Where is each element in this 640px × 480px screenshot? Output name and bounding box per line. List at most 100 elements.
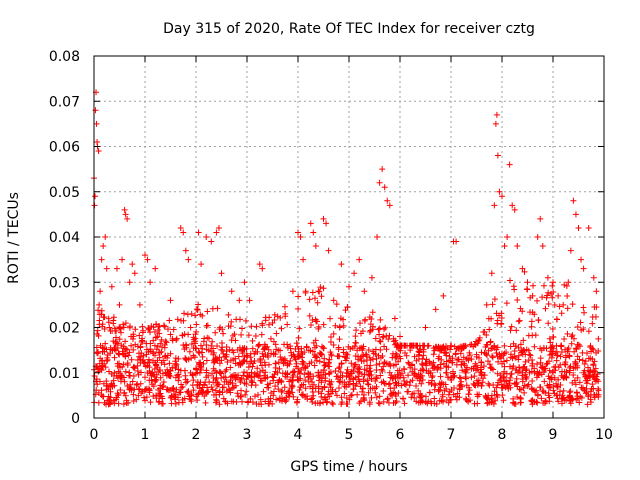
data-point-1427 — [332, 388, 339, 395]
data-point-2032 — [481, 328, 488, 335]
data-point-118 — [293, 340, 300, 347]
data-point-1712 — [300, 381, 307, 388]
data-point-1999 — [408, 394, 415, 401]
data-point-2192 — [122, 350, 129, 357]
data-point-79 — [157, 374, 164, 381]
data-point-522 — [419, 366, 426, 373]
data-point-1869 — [113, 372, 120, 379]
data-point-336 — [564, 330, 571, 337]
x-tick-label-3: 3 — [243, 427, 252, 443]
data-point-1697 — [243, 388, 250, 395]
data-point-1094 — [493, 310, 500, 317]
data-point-1161 — [571, 348, 578, 355]
data-point-1945 — [521, 347, 528, 354]
data-point-140 — [550, 333, 557, 340]
data-point-1922 — [265, 396, 272, 403]
data-point-2016 — [405, 372, 412, 379]
data-point-1704 — [119, 374, 126, 381]
data-point-2205 — [93, 120, 100, 127]
data-point-2331 — [223, 378, 230, 385]
data-point-1957 — [523, 366, 530, 373]
data-point-789 — [194, 397, 201, 404]
data-point-736 — [349, 345, 356, 352]
data-point-1741 — [574, 393, 581, 400]
data-point-1596 — [484, 400, 491, 407]
data-point-1355 — [365, 347, 372, 354]
data-point-401 — [579, 357, 586, 364]
data-point-1308 — [316, 400, 323, 407]
data-point-2049 — [581, 387, 588, 394]
data-point-1108 — [438, 356, 445, 363]
data-point-1678 — [211, 356, 218, 363]
data-point-1942 — [519, 308, 526, 315]
data-point-1684 — [309, 398, 316, 405]
data-point-1060 — [356, 363, 363, 370]
data-point-2308 — [560, 301, 567, 308]
data-point-1191 — [489, 301, 496, 308]
data-point-1203 — [528, 318, 535, 325]
data-point-1558 — [516, 317, 523, 324]
data-point-2129 — [585, 393, 592, 400]
data-point-239 — [503, 300, 510, 307]
data-point-2018 — [107, 344, 114, 351]
data-point-1663 — [278, 379, 285, 386]
data-point-1897 — [554, 395, 561, 402]
data-point-398 — [319, 343, 326, 350]
data-point-2276 — [397, 333, 403, 340]
data-point-1913 — [348, 391, 355, 398]
data-point-937 — [462, 375, 469, 382]
data-point-1932 — [117, 325, 124, 332]
data-point-266 — [534, 297, 541, 304]
data-point-726 — [100, 393, 107, 400]
data-point-2059 — [296, 353, 303, 360]
data-point-733 — [511, 347, 518, 354]
data-point-2299 — [519, 265, 526, 272]
data-point-633 — [535, 317, 542, 324]
data-point-476 — [359, 388, 366, 395]
data-point-2294 — [504, 234, 511, 240]
data-point-2013 — [569, 332, 576, 339]
data-point-1828 — [405, 359, 412, 366]
data-point-1559 — [287, 390, 294, 397]
data-point-1470 — [553, 352, 560, 359]
data-point-1769 — [220, 395, 227, 402]
data-point-2313 — [575, 224, 582, 231]
data-point-803 — [431, 386, 438, 393]
data-point-1827 — [579, 384, 586, 391]
data-point-403 — [514, 296, 521, 303]
data-point-1234 — [497, 375, 504, 382]
data-point-1865 — [480, 363, 487, 370]
data-point-1173 — [564, 305, 571, 312]
data-point-1490 — [248, 323, 255, 330]
data-point-2307 — [555, 292, 562, 299]
data-point-2103 — [507, 374, 514, 381]
data-point-808 — [372, 335, 379, 342]
data-point-674 — [384, 395, 391, 402]
data-point-2186 — [423, 367, 430, 374]
data-point-554 — [320, 344, 327, 351]
data-point-1863 — [147, 399, 154, 406]
data-point-1035 — [251, 358, 258, 365]
data-point-206 — [589, 320, 596, 327]
data-point-1753 — [184, 311, 191, 318]
y-tick-label-2: 0.02 — [49, 321, 80, 337]
data-point-1479 — [545, 300, 552, 307]
data-point-1903 — [557, 381, 564, 388]
data-point-2079 — [151, 365, 158, 372]
data-point-1926 — [549, 343, 556, 350]
data-point-1653 — [158, 344, 165, 351]
data-point-2323 — [142, 374, 148, 381]
data-point-1706 — [294, 398, 301, 405]
data-point-597 — [339, 399, 346, 406]
data-point-1907 — [97, 355, 104, 362]
data-point-1367 — [409, 361, 416, 368]
data-point-2242 — [218, 270, 225, 277]
data-point-2130 — [182, 355, 189, 362]
data-point-1457 — [298, 345, 305, 352]
data-point-763 — [284, 321, 291, 328]
data-point-286 — [468, 356, 475, 363]
data-point-1288 — [136, 353, 143, 360]
data-point-1859 — [547, 384, 554, 391]
data-point-1314 — [500, 370, 507, 377]
data-point-340 — [316, 358, 323, 365]
